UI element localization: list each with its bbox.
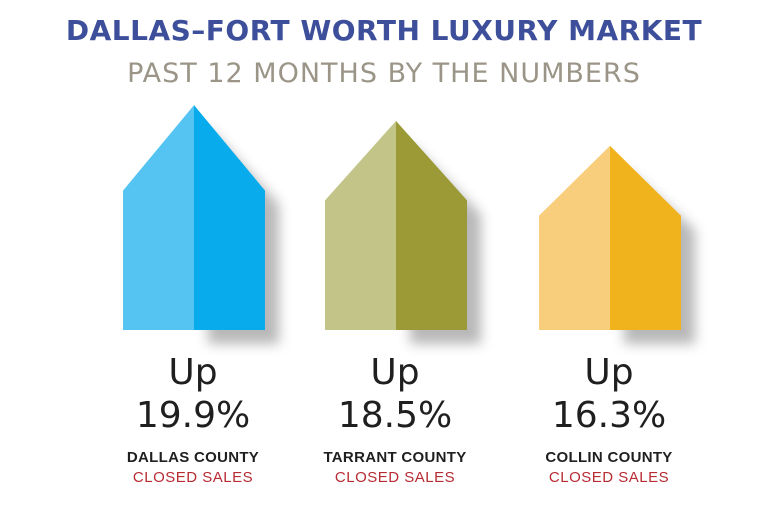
direction-text: Up bbox=[584, 352, 634, 393]
house-bar-dallas-county-left bbox=[123, 105, 194, 330]
house-bar-dallas-county-right bbox=[194, 105, 265, 330]
direction-text: Up bbox=[168, 352, 218, 393]
chart-title: DALLAS–FORT WORTH LUXURY MARKET bbox=[65, 14, 703, 47]
dallas-label-group: Up 19.9% DALLAS COUNTY CLOSED SALES bbox=[93, 352, 293, 488]
collin-label-group: Up 16.3% COLLIN COUNTY CLOSED SALES bbox=[509, 352, 709, 488]
chart-subtitle: PAST 12 MONTHS BY THE NUMBERS bbox=[127, 58, 641, 89]
percent-value: 18.5% bbox=[337, 395, 453, 436]
tarrant-label-group: Up 18.5% TARRANT COUNTY CLOSED SALES bbox=[295, 352, 495, 488]
metric-label: CLOSED SALES bbox=[548, 469, 670, 486]
county-name: DALLAS COUNTY bbox=[126, 449, 260, 466]
house-bar-tarrant-county-right bbox=[396, 120, 467, 330]
house-bar-tarrant-county-left bbox=[325, 120, 396, 330]
percent-value: 19.9% bbox=[135, 395, 251, 436]
county-name: TARRANT COUNTY bbox=[323, 449, 467, 466]
county-name: COLLIN COUNTY bbox=[545, 449, 673, 466]
house-bar-collin-county-left bbox=[539, 145, 610, 330]
direction-text: Up bbox=[370, 352, 420, 393]
metric-label: CLOSED SALES bbox=[132, 469, 254, 486]
metric-label: CLOSED SALES bbox=[334, 469, 456, 486]
percent-value: 16.3% bbox=[551, 395, 667, 436]
house-bar-collin-county-right bbox=[610, 145, 681, 330]
